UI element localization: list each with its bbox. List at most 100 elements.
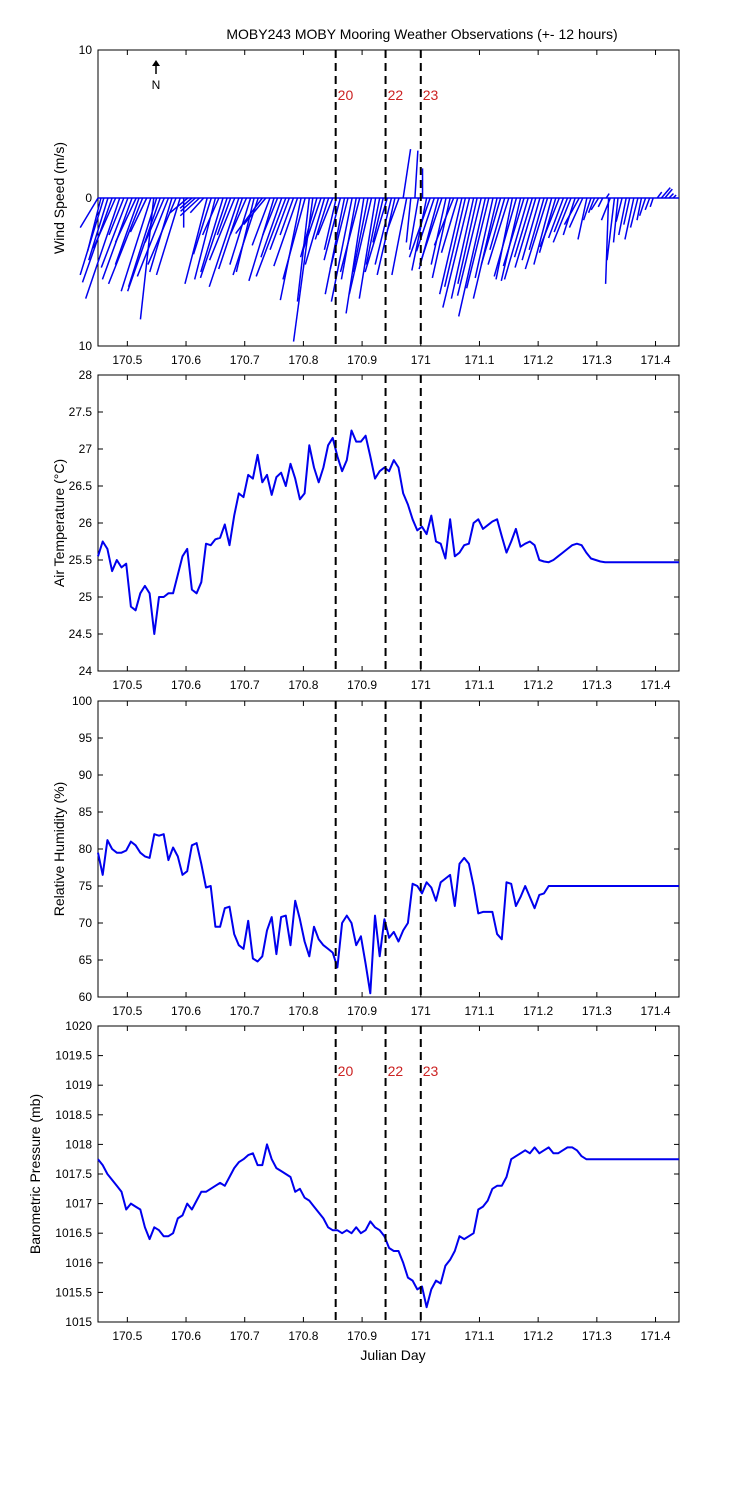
wind-vector — [114, 197, 140, 265]
wind-vector — [108, 197, 125, 236]
wind-vector — [179, 197, 193, 209]
y-tick-label: 1019 — [65, 1078, 92, 1092]
wind-vector — [155, 197, 181, 276]
y-tick-label: 0 — [85, 191, 92, 205]
wind-vector — [539, 197, 560, 248]
wind-vector — [200, 197, 224, 273]
y-tick-label: 27 — [79, 442, 93, 456]
wind-vector — [208, 197, 236, 261]
wind-vector — [450, 197, 475, 299]
wind-vector — [100, 197, 129, 268]
wind-vector — [114, 197, 137, 243]
x-tick-label: 170.5 — [112, 1329, 142, 1343]
x-tick-label: 170.6 — [171, 1329, 201, 1343]
x-tick-label: 171.4 — [641, 353, 671, 367]
marker-label: 22 — [388, 87, 404, 103]
wind-vector — [636, 197, 643, 221]
wind-vector — [474, 197, 494, 279]
wind-vector — [235, 197, 263, 234]
wind-vector — [92, 197, 117, 249]
wind-vector — [489, 197, 506, 251]
wind-vector — [391, 197, 408, 276]
y-tick-label: 10 — [79, 339, 93, 353]
wind-vector — [235, 197, 255, 273]
x-tick-label: 170.9 — [347, 353, 377, 367]
wind-vector — [352, 197, 369, 273]
y-tick-label: 85 — [79, 805, 93, 819]
wind-vector — [251, 197, 271, 246]
x-tick-label: 171 — [411, 678, 431, 692]
wind-vector — [514, 197, 537, 268]
y-axis-label: Wind Speed (m/s) — [51, 142, 67, 254]
wind-vector — [438, 197, 463, 295]
wind-vector — [317, 197, 334, 236]
plot-frame — [97, 374, 680, 672]
wind-vector — [405, 197, 412, 243]
y-tick-label: 1016.5 — [55, 1226, 92, 1240]
x-tick-label: 171.1 — [464, 1329, 494, 1343]
wind-vector — [364, 197, 389, 273]
y-tick-label: 26.5 — [69, 479, 93, 493]
wind-vector — [604, 197, 610, 284]
wind-vector — [587, 197, 596, 214]
x-tick-label: 170.9 — [347, 678, 377, 692]
wind-vector — [431, 197, 451, 279]
wind-vector — [229, 197, 252, 265]
wind-vector — [136, 197, 170, 277]
x-tick-label: 170.7 — [230, 1004, 260, 1018]
wind-vector — [457, 197, 478, 285]
wind-vector — [120, 197, 152, 292]
wind-vector — [184, 197, 208, 285]
wind-vector — [262, 197, 279, 236]
x-tick-label: 170.8 — [288, 1329, 318, 1343]
wind-vector — [553, 197, 569, 233]
x-tick-label: 171.2 — [523, 1329, 553, 1343]
wind-vector — [386, 197, 400, 231]
series-line — [97, 833, 679, 995]
y-tick-label: 70 — [79, 916, 93, 930]
wind-vector — [329, 197, 349, 270]
north-label: N — [152, 78, 161, 92]
wind-vector — [442, 197, 471, 308]
x-tick-label: 171.2 — [523, 353, 553, 367]
north-arrow: N — [152, 60, 161, 92]
wind-vector — [487, 197, 510, 265]
x-tick-label: 170.7 — [230, 1329, 260, 1343]
wind-vector — [323, 197, 337, 250]
wind-vector — [189, 197, 205, 214]
wind-vector — [644, 197, 651, 211]
wind-vector — [433, 197, 455, 246]
wind-vector — [443, 197, 467, 287]
wind-vector — [668, 193, 674, 199]
x-tick-label: 171.2 — [523, 1004, 553, 1018]
y-tick-label: 80 — [79, 842, 93, 856]
wind-vector — [503, 197, 529, 280]
y-tick-label: 25.5 — [69, 553, 93, 567]
wind-vector — [664, 188, 673, 199]
wind-vector — [440, 197, 459, 253]
wind-vector — [623, 197, 631, 225]
wind-vector — [126, 197, 161, 292]
wind-vector — [232, 197, 259, 276]
wind-vector — [480, 197, 502, 265]
wind-vector — [192, 197, 212, 255]
wind-vector — [408, 197, 420, 250]
marker-label: 23 — [423, 87, 439, 103]
wind-vector — [418, 197, 443, 265]
y-tick-label: 24 — [79, 664, 93, 678]
wind-vector — [629, 197, 639, 228]
x-tick-label: 171.1 — [464, 1004, 494, 1018]
wind-vector — [582, 197, 592, 221]
wind-vector — [260, 197, 283, 258]
wind-vector — [88, 197, 109, 261]
y-tick-label: 1018.5 — [55, 1108, 92, 1122]
x-tick-label: 170.5 — [112, 678, 142, 692]
wind-vector — [605, 193, 610, 199]
wind-vector — [339, 197, 361, 273]
y-tick-label: 1016 — [65, 1256, 92, 1270]
x-tick-label: 170.8 — [288, 678, 318, 692]
wind-vector — [615, 197, 623, 222]
x-tick-label: 171 — [411, 353, 431, 367]
wind-vector — [314, 197, 330, 240]
wind-vector — [538, 197, 557, 253]
